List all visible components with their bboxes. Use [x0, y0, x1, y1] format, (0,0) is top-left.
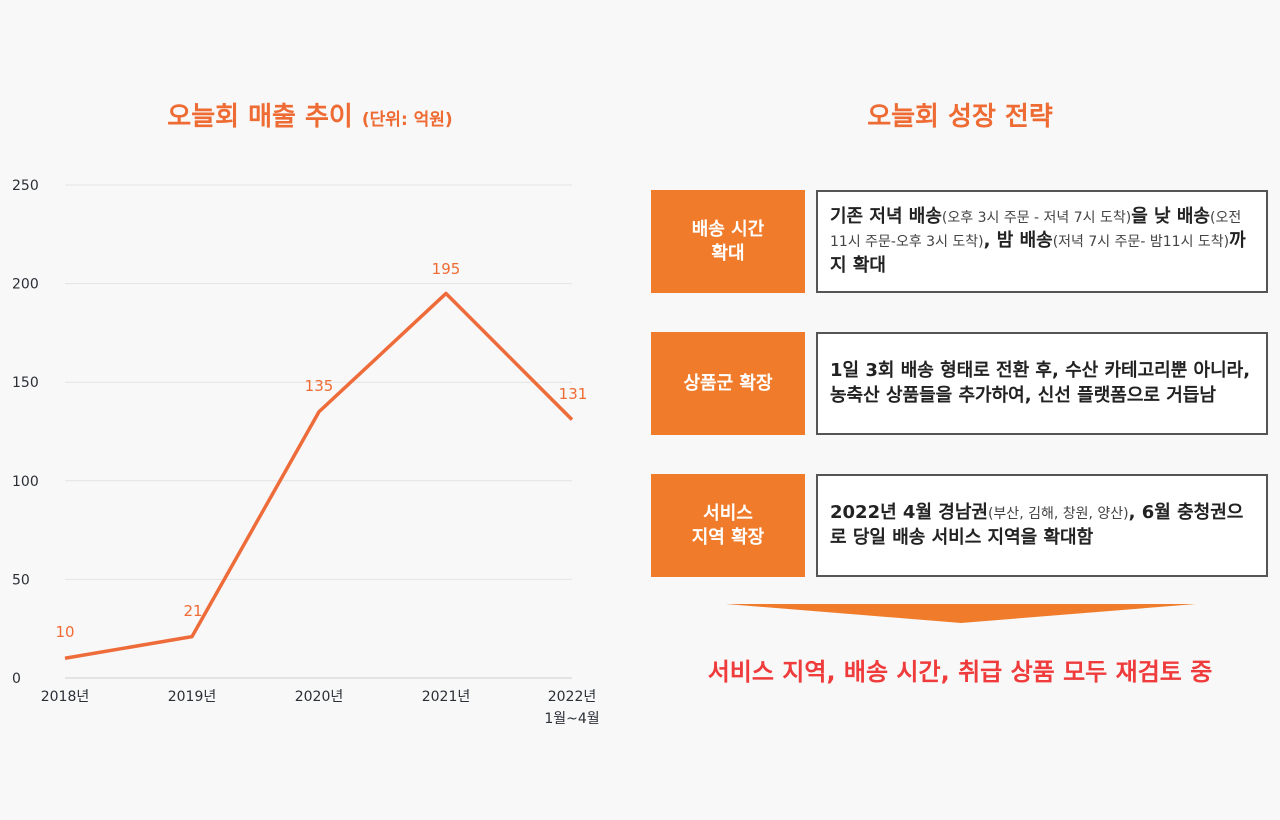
- x-tick-label: 2020년: [295, 689, 344, 705]
- y-tick-label: 250: [12, 178, 39, 194]
- series-line: [64, 291, 574, 661]
- strategy-desc-product-range: 1일 3회 배송 형태로 전환 후, 수산 카테고리뿐 아니라, 농축산 상품들…: [816, 332, 1268, 435]
- desc-run: (오전 11시 주문-오후 3시 도착): [830, 210, 1242, 251]
- desc-run: (오후 3시 주문 - 저녁 7시 도착): [941, 210, 1132, 227]
- down-arrow-icon: [726, 604, 1196, 623]
- desc-run: 기존 저녁 배송: [830, 206, 942, 228]
- desc-run: , 6월 충청권으로 당일 배송 서비스 지역을 확대함: [830, 502, 1244, 548]
- strategy-desc-service-area: 2022년 4월 경남권(부산, 김해, 창원, 양산), 6월 충청권으로 당…: [816, 474, 1268, 577]
- strategy-label-delivery-time: 배송 시간 확대: [651, 190, 805, 293]
- strategy-desc-delivery-time: 기존 저녁 배송(오후 3시 주문 - 저녁 7시 도착)을 낮 배송(오전 1…: [816, 190, 1268, 293]
- y-tick-label: 0: [12, 671, 21, 687]
- desc-run: 1일 3회 배송 형태로 전환 후, 수산 카테고리뿐 아니라, 농축산 상품들…: [830, 360, 1251, 406]
- data-label: 131: [559, 385, 588, 403]
- y-tick-label: 50: [12, 572, 30, 588]
- strategy-label-product-range: 상품군 확장: [651, 332, 805, 435]
- strategy-desc-text: 1일 3회 배송 형태로 전환 후, 수산 카테고리뿐 아니라, 농축산 상품들…: [830, 359, 1254, 408]
- strategy-desc-text: 기존 저녁 배송(오후 3시 주문 - 저녁 7시 도착)을 낮 배송(오전 1…: [830, 205, 1254, 278]
- y-tick-label: 100: [12, 474, 39, 490]
- x-tick-label: 2022년: [548, 689, 597, 705]
- desc-run: , 밤 배송: [983, 230, 1053, 252]
- y-tick-label: 200: [12, 277, 39, 293]
- chart-unit: (단위: 억원): [361, 110, 453, 130]
- x-tick-label: 2018년: [41, 689, 90, 705]
- strategy-title: 오늘회 성장 전략: [867, 102, 1053, 132]
- desc-run: (저녁 7시 주문- 밤11시 도착): [1052, 234, 1230, 251]
- desc-run: 을 낮 배송: [1131, 206, 1210, 228]
- desc-run: 2022년 4월 경남권: [830, 502, 988, 524]
- strategy-desc-text: 2022년 4월 경남권(부산, 김해, 창원, 양산), 6월 충청권으로 당…: [830, 501, 1254, 550]
- desc-run: (부산, 김해, 창원, 양산): [987, 506, 1129, 523]
- conclusion-text: 서비스 지역, 배송 시간, 취급 상품 모두 재검토 중: [707, 658, 1213, 686]
- y-tick-label: 150: [12, 375, 39, 391]
- data-label: 21: [183, 602, 202, 620]
- chart-title-text: 오늘회 매출 추이: [167, 102, 353, 132]
- desc-run: 까지 확대: [830, 230, 1246, 276]
- x-tick-label: 2021년: [422, 689, 471, 705]
- line-chart: 0 50 100 150 200 250 10 21 135 195 131 2018년 2019년 20…: [12, 178, 600, 727]
- data-label: 10: [55, 623, 74, 641]
- strategy-label-service-area: 서비스 지역 확장: [651, 474, 805, 577]
- x-tick-label: 2019년: [168, 689, 217, 705]
- x-tick-sublabel: 1월~4월: [544, 711, 599, 727]
- chart-title: 오늘회 매출 추이 (단위: 억원): [60, 96, 560, 133]
- data-label: 195: [432, 260, 461, 278]
- data-label: 135: [305, 377, 334, 395]
